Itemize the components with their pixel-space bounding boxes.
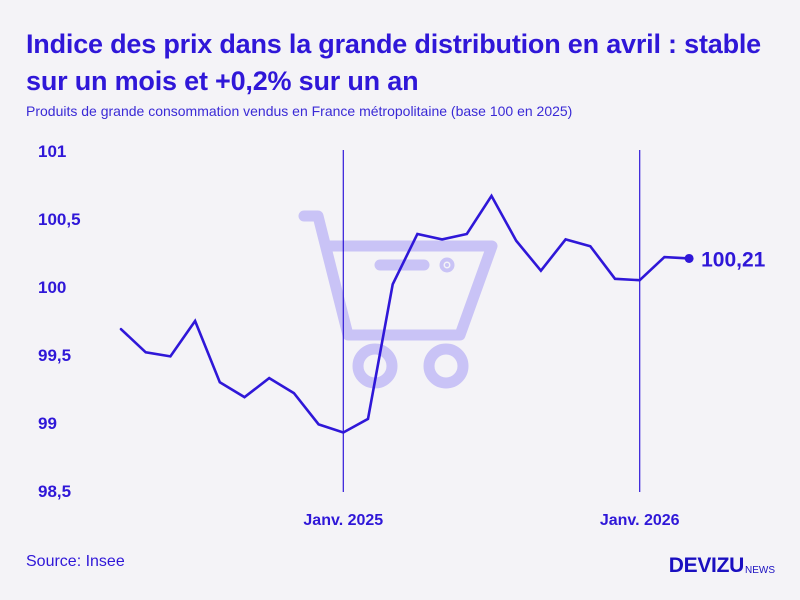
y-tick-label: 99,5 (38, 346, 71, 365)
last-value-label: 100,21 (701, 248, 766, 271)
x-tick-label: Janv. 2025 (303, 512, 383, 529)
brand-suffix: NEWS (745, 565, 775, 576)
shopping-cart-icon (298, 210, 498, 389)
chart-title: Indice des prix dans la grande distribut… (26, 29, 761, 96)
source-note: Source: Insee (26, 553, 125, 570)
brand-logo: DEVIZU NEWS (669, 555, 775, 577)
last-data-point (684, 253, 694, 263)
y-tick-label: 101 (38, 142, 66, 161)
chart-subtitle: Produits de grande consommation vendus e… (26, 103, 573, 119)
y-tick-label: 100,5 (38, 210, 81, 229)
x-tick-label: Janv. 2026 (600, 512, 680, 529)
series-line-0 (119, 193, 691, 434)
y-tick-label: 99 (38, 414, 57, 433)
brand-name: DEVIZU (668, 554, 745, 577)
y-tick-label: 98,5 (38, 482, 71, 501)
y-tick-label: 100 (38, 278, 66, 297)
